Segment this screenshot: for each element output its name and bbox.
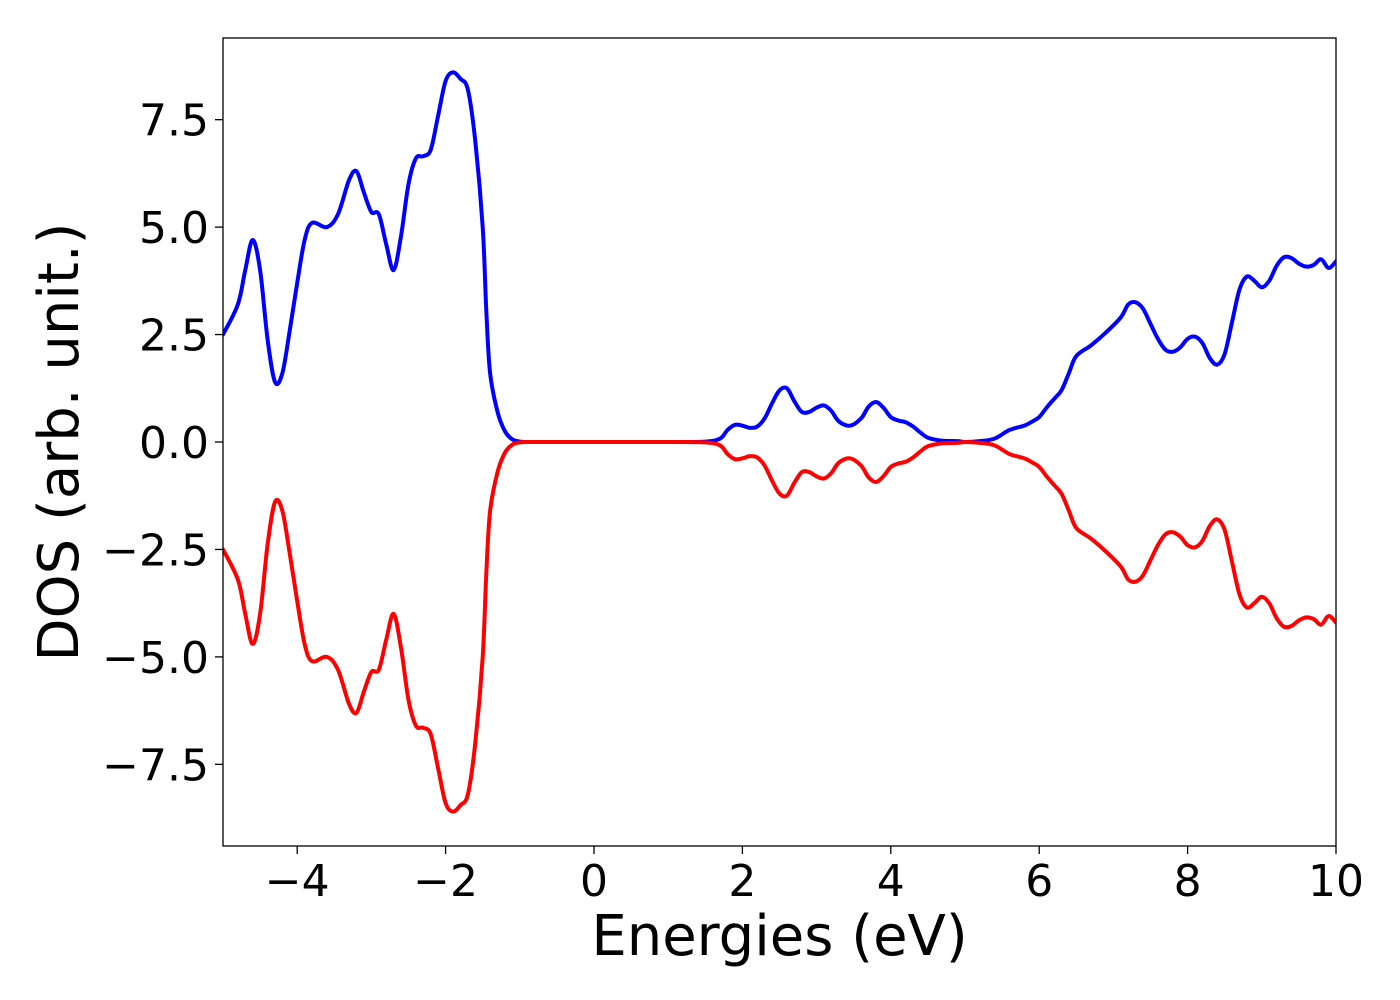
y-tick-label: 7.5 (139, 96, 209, 147)
x-tick-label: 4 (877, 856, 905, 907)
dos-curve-negative (223, 439, 1336, 814)
dos-curve-positive (223, 70, 1336, 445)
y-tick-label: 0.0 (139, 418, 209, 469)
x-tick-label: 2 (728, 856, 756, 907)
y-axis: −7.5 −5.0 −2.5 0.0 2.5 5.0 7.5 (102, 96, 223, 791)
y-tick-label: −7.5 (102, 740, 209, 791)
x-axis-title: Energies (eV) (591, 904, 967, 969)
plot-frame (222, 37, 1337, 847)
y-tick-label: −2.5 (102, 525, 209, 576)
x-tick-label: 10 (1308, 856, 1364, 907)
y-tick-label: 2.5 (139, 311, 209, 362)
x-tick-label: 6 (1025, 856, 1053, 907)
x-tick-label: 8 (1174, 856, 1202, 907)
x-tick-label: 0 (580, 856, 608, 907)
x-tick-label: −2 (413, 856, 478, 907)
x-axis: −4 −2 0 2 4 6 8 10 (265, 846, 1364, 907)
series-layer (223, 70, 1336, 814)
y-tick-label: −5.0 (102, 633, 209, 684)
y-tick-label: 5.0 (139, 203, 209, 254)
x-tick-label: −4 (265, 856, 330, 907)
y-axis-title: DOS (arb. unit.) (27, 222, 92, 661)
